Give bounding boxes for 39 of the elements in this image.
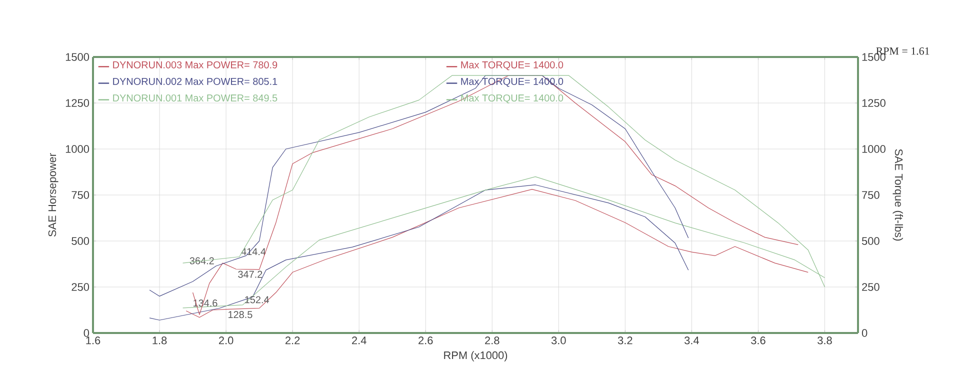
x-tick-label: 2.0 (218, 336, 234, 344)
x-tick-label: 3.0 (551, 336, 566, 344)
legend-label: DYNORUN.003 Max POWER= 780.9 (113, 61, 278, 68)
y-tick-label: 1500 (66, 53, 90, 61)
y2-tick-label: 1250 (862, 99, 886, 107)
legend-label: DYNORUN.001 Max POWER= 849.5 (113, 94, 278, 102)
annotation: 347.2 (238, 270, 262, 278)
y-tick-label: 1000 (66, 145, 90, 153)
x-tick-label: 2.4 (352, 336, 366, 344)
y-tick-label: 0 (84, 329, 90, 337)
y2-axis-title: SAE Torque (ft-lbs) (892, 149, 903, 241)
y-tick-label: 500 (72, 237, 90, 245)
line-series (149, 184, 689, 320)
y2-tick-label: 250 (862, 283, 880, 291)
legend-label: Max TORQUE= 1400.0 (461, 61, 564, 70)
y-tick-label: 1250 (66, 99, 90, 107)
x-tick-label: 2.8 (485, 336, 500, 344)
x-tick-label: 3.2 (618, 336, 632, 344)
y2-tick-label: 0 (862, 329, 868, 337)
y-tick-label: 750 (72, 191, 90, 199)
annotation: 364.2 (190, 257, 214, 264)
x-tick-label: 3.8 (818, 336, 832, 344)
x-tick-label: 2.2 (286, 336, 300, 344)
x-tick-label: 1.6 (86, 336, 100, 344)
y-tick-label: 250 (72, 283, 90, 291)
x-axis-title: RPM (x1000) (444, 351, 508, 362)
y2-tick-label: 500 (862, 237, 880, 245)
y-axis-title: SAE Horsepower (48, 153, 58, 237)
x-tick-label: 3.4 (684, 336, 699, 344)
y2-tick-label: 750 (862, 191, 880, 199)
annotation: 128.5 (228, 311, 252, 318)
x-tick-label: 3.6 (751, 336, 766, 344)
legend-label: DYNORUN.002 Max POWER= 805.1 (113, 78, 278, 85)
y2-tick-label: 1000 (862, 145, 886, 153)
x-tick-label: 2.6 (418, 336, 433, 344)
x-tick-label: 1.8 (152, 336, 167, 344)
text: RPM = 1.61 (876, 47, 930, 55)
line-series (186, 189, 808, 318)
y2-tick-label: 1500 (862, 53, 886, 61)
